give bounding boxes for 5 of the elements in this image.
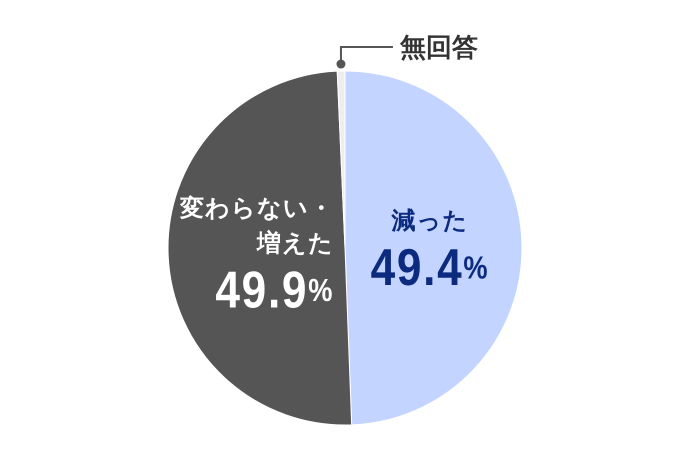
slice-label: 減った	[390, 207, 468, 234]
slice-label: 無回答	[398, 32, 478, 62]
slice-label: 変わらない・増えた	[179, 194, 334, 257]
data-label: 49.4%	[370, 238, 490, 297]
data-label: 49.9%	[215, 261, 334, 320]
